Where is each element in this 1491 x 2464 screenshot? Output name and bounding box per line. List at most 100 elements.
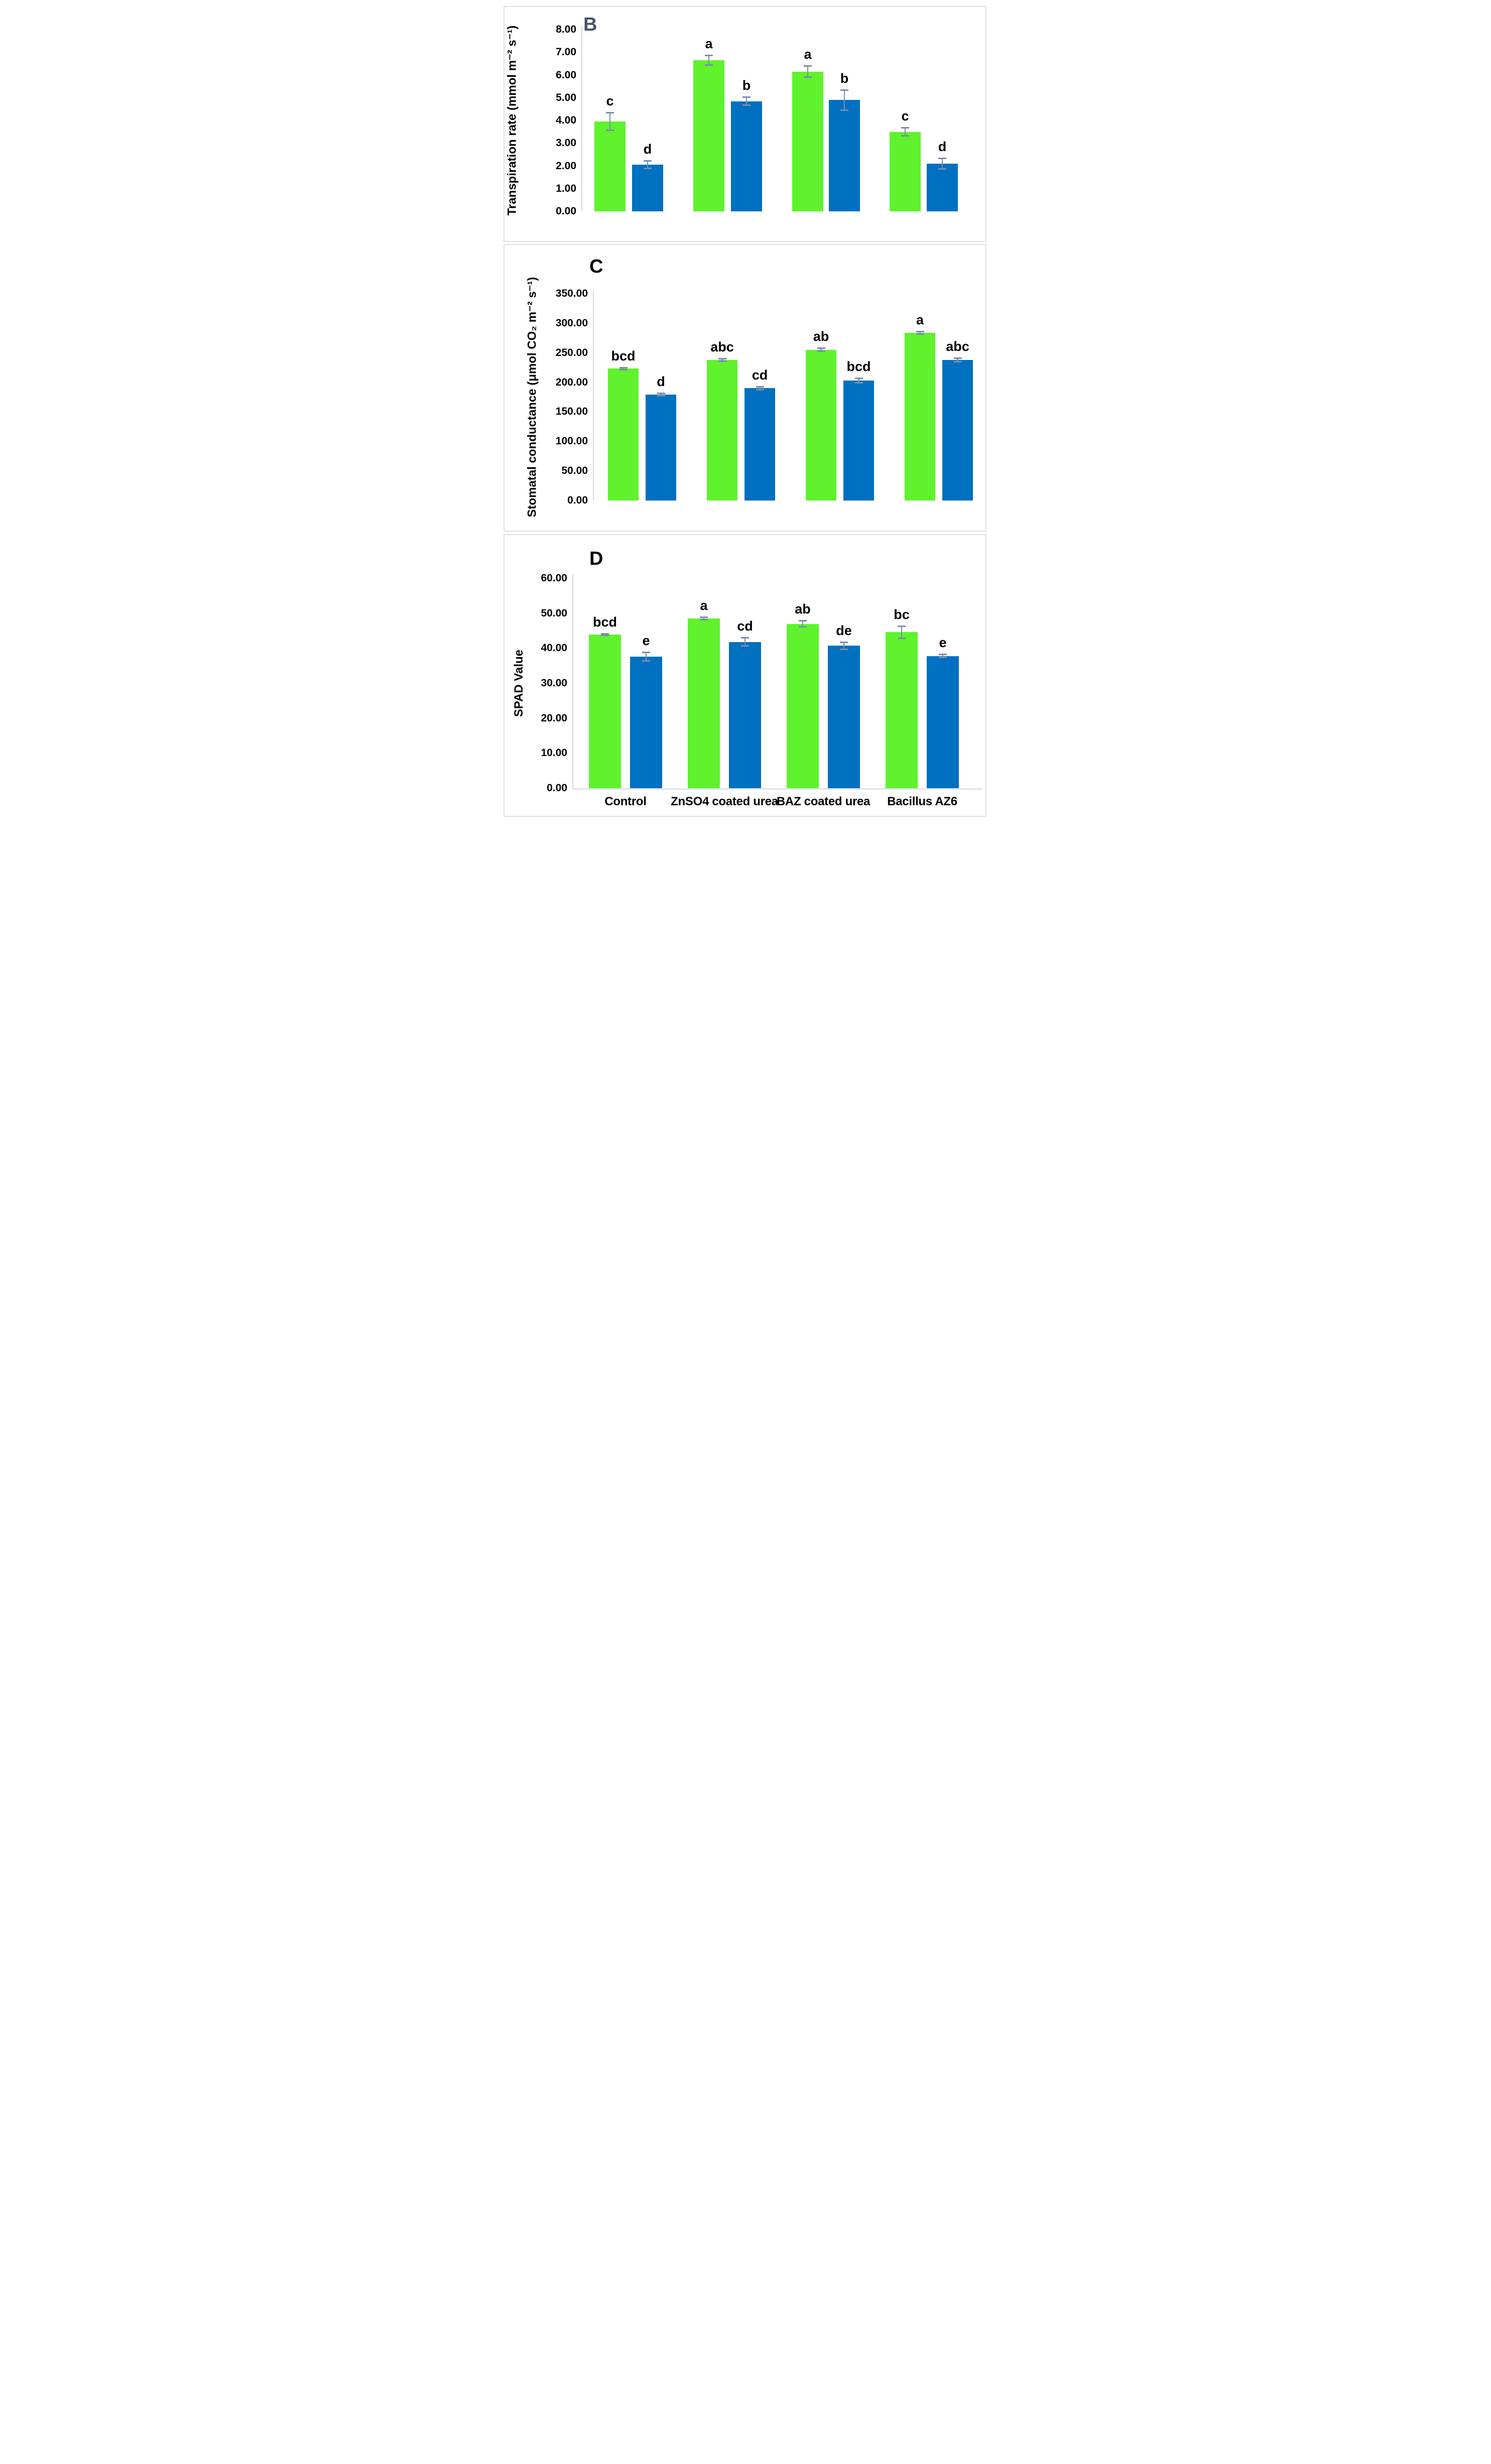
y-tick-label-D: 0.00 bbox=[547, 782, 567, 794]
error-bar-cap-top-B-blue-1 bbox=[742, 96, 751, 98]
bar-B-blue-1 bbox=[731, 101, 762, 211]
chart-title-c: C bbox=[589, 256, 603, 277]
bar-B-blue-2 bbox=[829, 100, 860, 211]
x-axis-label-1: ZnSO4 coated urea bbox=[671, 795, 778, 808]
sig-letter-B-blue-3: d bbox=[938, 139, 947, 154]
error-bar-B-green-0 bbox=[609, 112, 611, 131]
sig-letter-D-green-1: a bbox=[700, 598, 708, 613]
y-tick-label-C: 50.00 bbox=[561, 465, 588, 477]
y-axis-line-C bbox=[593, 290, 594, 501]
error-bar-B-green-1 bbox=[708, 55, 710, 66]
error-bar-D-green-1 bbox=[703, 617, 705, 620]
y-tick-label-C: 150.00 bbox=[555, 406, 588, 418]
error-bar-cap-top-C-blue-3 bbox=[953, 357, 962, 359]
sig-letter-B-blue-0: d bbox=[643, 142, 652, 157]
error-bar-C-blue-1 bbox=[759, 386, 761, 390]
error-bar-C-green-2 bbox=[820, 348, 822, 352]
error-bar-cap-top-C-blue-0 bbox=[657, 393, 665, 395]
error-bar-cap-top-B-blue-2 bbox=[840, 89, 848, 91]
error-bar-cap-bottom-B-blue-1 bbox=[742, 104, 751, 106]
error-bar-cap-top-D-green-0 bbox=[601, 633, 609, 635]
error-bar-cap-top-C-green-1 bbox=[718, 357, 726, 359]
error-bar-cap-bottom-D-green-3 bbox=[898, 637, 906, 639]
error-bar-B-blue-0 bbox=[647, 161, 649, 169]
error-bar-D-blue-0 bbox=[645, 652, 647, 662]
y-tick-label-D: 10.00 bbox=[541, 747, 567, 759]
y-tick-label-B: 0.00 bbox=[556, 205, 576, 217]
error-bar-cap-bottom-C-green-2 bbox=[817, 350, 825, 352]
error-bar-cap-bottom-C-blue-0 bbox=[657, 395, 665, 397]
error-bar-cap-top-B-blue-3 bbox=[938, 157, 946, 159]
error-bar-cap-top-D-green-1 bbox=[700, 617, 708, 619]
bar-D-blue-3 bbox=[927, 656, 959, 788]
sig-letter-C-green-2: ab bbox=[813, 329, 829, 344]
error-bar-cap-top-D-blue-0 bbox=[642, 651, 650, 653]
error-bar-C-green-3 bbox=[919, 331, 921, 334]
bar-D-blue-2 bbox=[828, 646, 860, 788]
y-tick-label-D: 20.00 bbox=[541, 712, 567, 724]
sig-letter-C-blue-2: bcd bbox=[846, 359, 871, 375]
error-bar-cap-top-C-green-3 bbox=[916, 330, 924, 332]
error-bar-cap-top-B-green-0 bbox=[606, 112, 614, 114]
error-bar-cap-bottom-D-green-0 bbox=[601, 635, 609, 637]
error-bar-cap-top-D-blue-1 bbox=[741, 637, 749, 639]
bar-C-blue-3 bbox=[942, 359, 973, 501]
y-tick-label-B: 3.00 bbox=[556, 137, 576, 149]
error-bar-cap-top-D-blue-3 bbox=[939, 654, 947, 656]
bar-D-green-0 bbox=[589, 635, 621, 788]
y-axis-label-c: Stomatal conductance (μmol CO₂ m⁻² s⁻¹) bbox=[525, 277, 539, 518]
error-bar-C-blue-0 bbox=[660, 393, 662, 397]
error-bar-cap-bottom-B-green-0 bbox=[606, 130, 614, 132]
sig-letter-D-blue-1: cd bbox=[737, 619, 753, 634]
error-bar-cap-bottom-D-blue-3 bbox=[939, 657, 947, 659]
error-bar-cap-top-B-green-2 bbox=[804, 65, 812, 67]
error-bar-C-green-0 bbox=[623, 367, 624, 371]
sig-letter-B-green-2: a bbox=[804, 47, 812, 62]
error-bar-D-green-3 bbox=[901, 626, 903, 639]
y-tick-label-C: 0.00 bbox=[567, 495, 588, 506]
y-axis-line-D bbox=[572, 574, 573, 788]
y-axis-label-b: Transpiration rate (mmol m⁻² s⁻¹) bbox=[505, 25, 519, 216]
bar-D-blue-0 bbox=[630, 657, 662, 788]
error-bar-cap-bottom-C-blue-1 bbox=[756, 389, 764, 391]
sig-letter-B-blue-1: b bbox=[742, 78, 751, 93]
figure-root: B C D Transpiration rate (mmol m⁻² s⁻¹) … bbox=[497, 0, 994, 821]
y-tick-label-C: 350.00 bbox=[555, 288, 588, 299]
bar-B-green-3 bbox=[890, 132, 921, 211]
y-tick-label-B: 5.00 bbox=[556, 91, 576, 103]
sig-letter-D-green-2: ab bbox=[795, 601, 811, 617]
error-bar-cap-bottom-B-blue-0 bbox=[644, 168, 652, 170]
y-tick-label-C: 250.00 bbox=[555, 346, 588, 358]
sig-letter-B-green-3: c bbox=[901, 108, 909, 124]
error-bar-B-blue-3 bbox=[941, 158, 943, 170]
error-bar-cap-top-B-green-1 bbox=[705, 55, 713, 57]
bar-B-green-1 bbox=[693, 60, 724, 211]
error-bar-D-green-2 bbox=[802, 621, 804, 627]
error-bar-cap-bottom-C-green-0 bbox=[619, 369, 628, 371]
bar-C-green-2 bbox=[806, 349, 836, 501]
sig-letter-C-green-1: abc bbox=[710, 339, 734, 354]
error-bar-B-blue-1 bbox=[746, 97, 748, 105]
error-bar-cap-bottom-D-green-1 bbox=[700, 619, 708, 621]
y-tick-label-B: 2.00 bbox=[556, 160, 576, 172]
error-bar-C-blue-3 bbox=[957, 357, 958, 362]
bar-D-green-2 bbox=[787, 624, 819, 788]
bar-D-blue-1 bbox=[729, 642, 761, 788]
x-axis-label-3: Bacillus AZ6 bbox=[887, 795, 957, 808]
bar-C-blue-2 bbox=[843, 381, 874, 501]
error-bar-cap-top-C-blue-2 bbox=[854, 378, 863, 380]
y-tick-label-C: 100.00 bbox=[555, 435, 588, 447]
error-bar-cap-top-C-blue-1 bbox=[756, 386, 764, 388]
bar-C-green-0 bbox=[608, 368, 639, 501]
y-tick-label-B: 6.00 bbox=[556, 69, 576, 81]
bar-B-green-0 bbox=[594, 121, 626, 211]
error-bar-cap-bottom-B-blue-2 bbox=[840, 109, 848, 111]
error-bar-cap-bottom-B-blue-3 bbox=[938, 168, 946, 170]
error-bar-B-green-3 bbox=[904, 128, 906, 136]
y-tick-label-B: 4.00 bbox=[556, 114, 576, 126]
bar-B-blue-3 bbox=[927, 163, 958, 211]
sig-letter-D-blue-0: e bbox=[642, 633, 650, 648]
y-tick-label-B: 1.00 bbox=[556, 182, 576, 194]
error-bar-cap-bottom-C-green-3 bbox=[916, 333, 924, 335]
chart-title-b: B bbox=[583, 14, 597, 35]
